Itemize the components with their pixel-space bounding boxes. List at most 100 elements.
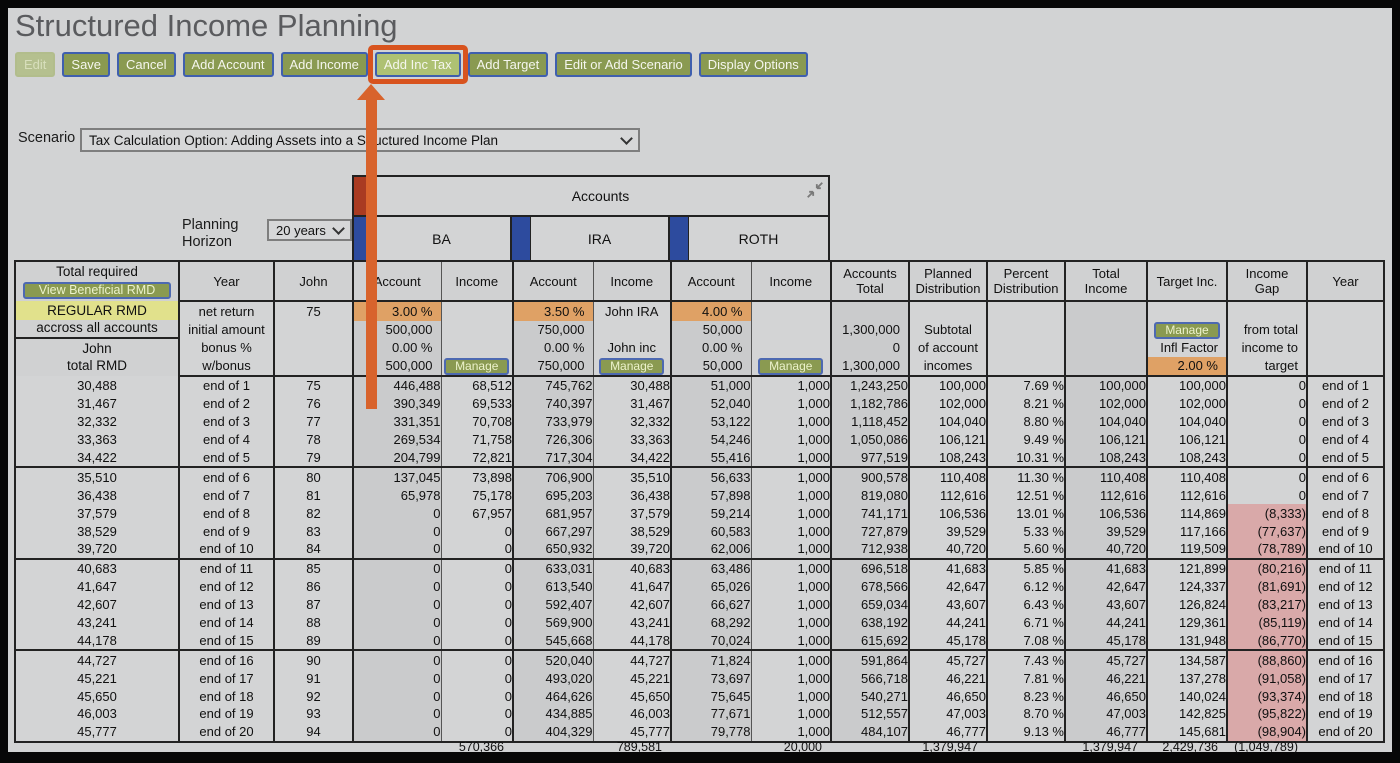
cell: 124,337 [1146,577,1227,596]
horizon-selected-value: 20 years [276,222,326,238]
account-groups-row: BA IRA ROTH [354,217,828,260]
view-beneficial-rmd-button[interactable]: View Beneficial RMD [22,282,172,299]
cell: 0 [440,613,513,632]
cell: 112,616 [1146,486,1227,505]
scenario-label: Scenario [18,130,76,146]
cell: 119,509 [1146,540,1227,560]
cell: 659,034 [830,595,909,614]
cell: 0 [1226,467,1307,487]
add-account-button[interactable]: Add Account [182,52,274,77]
table-row: 39,720 end of 10 84 0 0 650,932 39,720 62,006 1,… [15,540,1384,560]
save-button[interactable]: Save [62,52,111,77]
totals-row: 570,366 789,581 20,000 1,379,947 1,379,947 2,… [14,741,1383,754]
col-header-accounts-total: Accounts Total [830,261,909,302]
cell: 819,080 [830,486,909,505]
cell: 0 [440,669,513,688]
cell: 42,607 [77,597,117,613]
add-income-button[interactable]: Add Income [280,52,368,77]
cell: 540,271 [830,687,909,706]
collapse-diagonal-icon[interactable] [805,180,825,200]
cell: 43,241 [592,613,671,632]
cell: 30,488 [77,377,117,393]
cell: 745,762 [512,376,593,395]
cell: 36,438 [592,486,671,505]
cell: 0 [440,687,513,706]
cell: 678,566 [830,577,909,596]
cell: 13.01 % [986,504,1065,523]
scenario-select[interactable]: Tax Calculation Option: Adding Assets in… [80,128,640,152]
account-group-ira: IRA [512,217,670,260]
cell: 0 [440,722,513,743]
table-row: 31,467 end of 2 76 390,349 69,533 740,397 31,4… [15,394,1384,413]
cell: end of 12 [178,577,274,596]
setup-total-income [1064,301,1147,377]
table-row: 41,647 end of 12 86 0 0 613,540 41,647 65,026 1,… [15,577,1384,596]
cell: 70,024 [670,631,751,652]
manage-button[interactable]: Manage [444,358,510,374]
cell: end of 5 [1306,448,1384,469]
cell: 0 [440,595,513,614]
footer-total-ira_income: 789,581 [616,740,662,754]
horizon-select[interactable]: 20 years [267,219,352,241]
cell: 68,292 [670,613,751,632]
cell: 650,932 [512,540,593,560]
cell: 44,727 [592,650,671,670]
cell: 44,178 [592,631,671,652]
cell: 112,616 [1064,486,1147,505]
table-row: 36,438 end of 7 81 65,978 75,178 695,203 36,43… [15,486,1384,505]
cell: 1,000 [750,705,831,723]
cell: 46,777 [908,722,987,743]
cell: 45,650 [592,687,671,706]
cell: end of 10 [1306,540,1384,560]
edit-button[interactable]: Edit [15,52,56,77]
cell: 900,578 [830,467,909,487]
cell: 10.31 % [986,448,1065,469]
edit-or-add-scenario-button[interactable]: Edit or Add Scenario [555,52,692,77]
cell: end of 19 [1306,705,1384,723]
add-inc-tax-highlight-wrap: Add Inc Tax [367,45,468,84]
table-row: 35,510 end of 6 80 137,045 73,898 706,900 35,5… [15,467,1384,487]
cell: 726,306 [512,430,593,449]
manage-button[interactable]: Manage [599,358,665,374]
cancel-button[interactable]: Cancel [117,52,176,77]
cell: 62,006 [670,540,751,560]
account-group-label: BA [373,217,512,260]
cell: end of 2 [1306,394,1384,413]
cell: 0 [440,705,513,723]
total-rmd-label: total RMD [66,358,127,373]
col-header-ira-income: Income [592,261,671,302]
setup-ira-income: John IRA John inc Manage [592,301,671,377]
manage-button[interactable]: Manage [1154,322,1220,339]
table-row: 45,650 end of 18 92 0 0 464,626 45,650 75,645 1,… [15,687,1384,706]
display-options-button[interactable]: Display Options [698,52,808,77]
add-target-button[interactable]: Add Target [467,52,549,77]
cell: 1,050,086 [830,430,909,449]
cell: 73,697 [670,669,751,688]
cell: 0 [440,577,513,596]
col-header-target-inc: Target Inc. [1146,261,1227,302]
cell: 92 [273,687,353,706]
cell: 38,529 [592,522,671,541]
cell: (80,216) [1226,558,1307,578]
cell: (95,822) [1226,705,1307,723]
cell: end of 17 [178,669,274,688]
cell: 512,557 [830,705,909,723]
cell: 613,540 [512,577,593,596]
cell: 7.69 % [986,376,1065,395]
cell: 1,000 [750,613,831,632]
add-inc-tax-button[interactable]: Add Inc Tax [374,52,461,77]
cell: 72,821 [440,448,513,469]
cell: end of 7 [1306,486,1384,505]
cell: 46,003 [592,705,671,723]
table-row: 33,363 end of 4 78 269,534 71,758 726,306 33,3… [15,430,1384,449]
accounts-panel: Accounts BA IRA ROTH [352,175,830,262]
cell: 0 [352,650,441,670]
setup-row-labels: net return initial amount bonus % w/bonu… [178,301,274,377]
cell: 131,948 [1146,631,1227,652]
cell: 0 [352,705,441,723]
cell: 566,718 [830,669,909,688]
manage-button[interactable]: Manage [758,358,824,374]
cell: 106,121 [1146,430,1227,449]
cell: 1,000 [750,376,831,395]
cell: 6.12 % [986,577,1065,596]
